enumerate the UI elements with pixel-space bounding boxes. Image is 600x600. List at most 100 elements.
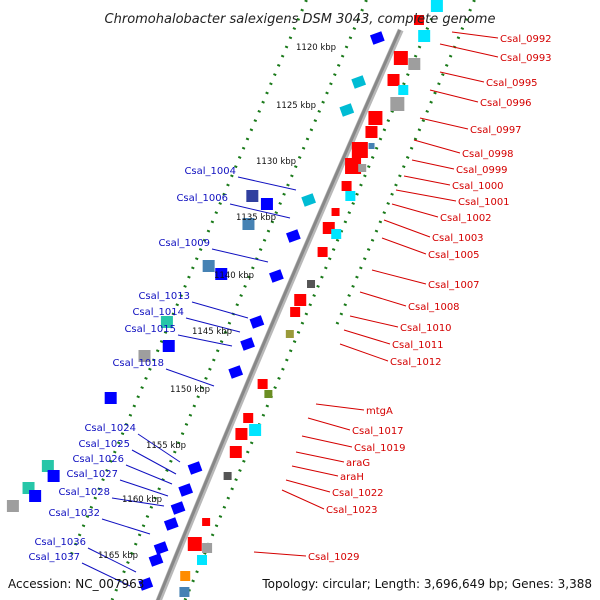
label-leader (101, 518, 151, 535)
gene-label-left: Csal_1014 (132, 307, 184, 318)
gene-label-right: Csal_1022 (332, 488, 384, 499)
inner-feature (170, 501, 186, 515)
gene-label-right: Csal_1012 (390, 357, 442, 368)
gene-feature (331, 229, 342, 239)
gene-feature (246, 190, 259, 202)
inner-feature (351, 75, 367, 89)
gene-label-right: Csal_0997 (470, 125, 522, 136)
inner-feature (240, 337, 255, 351)
gene-feature (29, 490, 42, 502)
gene-feature (393, 51, 408, 65)
gene-label-left: Csal_1024 (84, 423, 136, 434)
gene-feature (249, 424, 262, 436)
label-leader (137, 433, 181, 463)
kbp-tick-label: 1150 kbp (170, 385, 210, 395)
label-leader (307, 417, 351, 431)
gene-feature (257, 379, 268, 389)
kbp-tick-label: 1120 kbp (296, 43, 336, 53)
inner-feature (163, 517, 179, 531)
gene-feature (138, 350, 151, 362)
gene-label-right: Csal_1008 (408, 302, 460, 313)
label-leader (301, 435, 353, 448)
gene-label-right: Csal_0996 (480, 98, 532, 109)
label-leader (403, 175, 451, 186)
gene-feature (345, 191, 356, 201)
inner-feature (269, 269, 284, 283)
gene-feature (47, 470, 60, 482)
label-leader (383, 219, 431, 238)
gene-label-right: Csal_1007 (428, 280, 480, 291)
label-leader (229, 203, 291, 219)
inner-feature (369, 31, 385, 45)
gene-feature (223, 472, 232, 480)
label-leader (285, 479, 331, 493)
label-leader (253, 551, 307, 557)
gene-label-right: Csal_1029 (308, 552, 360, 563)
inner-feature (249, 315, 265, 329)
label-leader (87, 547, 137, 573)
gene-label-right: Csal_1023 (326, 505, 378, 516)
gene-feature (430, 0, 443, 12)
gene-feature (390, 97, 405, 111)
gene-feature (215, 268, 228, 280)
label-leader (439, 43, 499, 58)
gene-label-right: Csal_1002 (440, 213, 492, 224)
label-leader (281, 489, 325, 510)
tick-dots (67, 0, 476, 600)
gene-feature (418, 30, 431, 42)
gene-feature (264, 390, 273, 398)
label-leader (349, 315, 399, 328)
gene-feature (242, 218, 255, 230)
gene-feature (179, 587, 190, 597)
label-leader (451, 31, 499, 39)
gene-features (6, 0, 443, 597)
label-leader (359, 291, 407, 307)
gene-feature (41, 460, 54, 472)
gene-label-left: Csal_1037 (28, 552, 80, 563)
label-leaders (81, 31, 499, 587)
label-leader (111, 497, 165, 507)
kbp-tick-label: 1130 kbp (256, 157, 296, 167)
label-leader (211, 248, 269, 263)
label-leader (411, 159, 455, 170)
gene-feature (351, 142, 368, 158)
label-leader (119, 479, 169, 497)
gene-feature (197, 555, 207, 565)
inner-feature (301, 193, 316, 207)
gene-label-left: Csal_1036 (34, 537, 86, 548)
kbp-tick-label: 1145 kbp (192, 327, 232, 337)
gene-label-right: Csal_1017 (352, 426, 404, 437)
label-leader (81, 562, 131, 587)
gene-feature (368, 111, 383, 125)
gene-label-left: Csal_1009 (158, 238, 210, 249)
gene-label-right: Csal_0995 (486, 78, 538, 89)
gene-label-left: Csal_1015 (124, 324, 176, 335)
gene-feature (413, 15, 424, 25)
map-title: Chromohalobacter salexigens DSM 3043, co… (105, 12, 496, 27)
label-leader (237, 176, 297, 191)
gene-label-right: Csal_1019 (354, 443, 406, 454)
label-leader (381, 237, 427, 255)
gene-label-right: Csal_0999 (456, 165, 508, 176)
label-leader (191, 301, 249, 319)
inner-feature (286, 229, 301, 243)
gene-label-left: Csal_1018 (112, 358, 164, 369)
backbone-line (156, 29, 402, 600)
gene-feature (187, 537, 202, 551)
gene-feature (202, 260, 215, 272)
accession-text: Accession: NC_007963 (8, 577, 144, 591)
label-leader (419, 117, 469, 130)
gene-feature (202, 543, 213, 553)
label-leader (185, 317, 241, 333)
gene-label-right: Csal_1005 (428, 250, 480, 261)
backbone (155, 28, 404, 600)
inner-feature (138, 577, 154, 591)
gene-feature (408, 58, 421, 70)
gene-feature (317, 247, 328, 257)
label-leader (439, 71, 485, 83)
gene-feature (398, 85, 409, 95)
kbp-tick-label: 1165 kbp (98, 551, 138, 561)
inner-feature (148, 553, 164, 567)
